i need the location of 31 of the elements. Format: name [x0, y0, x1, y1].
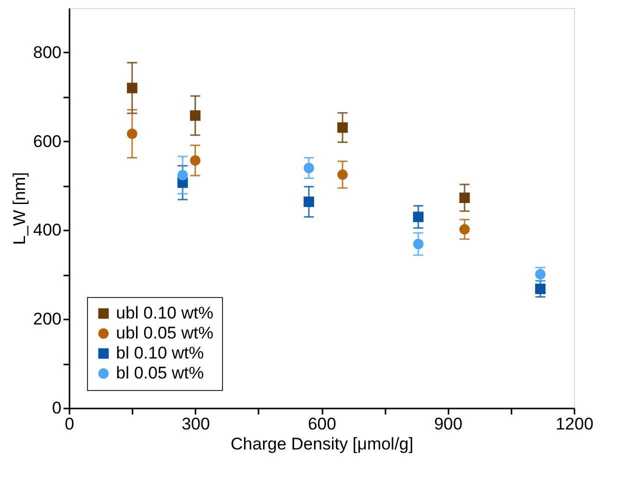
legend-label: ubl 0.05 wt% [116, 324, 214, 342]
y-tick-label: 200 [33, 310, 62, 329]
x-axis-title: Charge Density [μmol/g] [230, 434, 414, 454]
legend-label: ubl 0.10 wt% [116, 304, 214, 322]
point [413, 238, 424, 250]
y-tick-label: 600 [33, 132, 62, 151]
point [177, 170, 188, 180]
point [126, 128, 138, 140]
point [413, 212, 424, 222]
point [304, 162, 314, 174]
x-tick-label: 900 [434, 414, 462, 434]
y-axis-title: L_W [nm] [10, 172, 30, 245]
point [459, 192, 470, 204]
point [535, 268, 546, 280]
legend-label: bl 0.05 wt% [116, 364, 204, 382]
point [190, 155, 200, 166]
x-tick-label: 1200 [556, 414, 594, 434]
x-tick-label: 300 [182, 414, 210, 434]
y-tick-label: 800 [33, 42, 62, 62]
point [535, 284, 546, 294]
y-tick-label: 0 [52, 398, 62, 418]
x-tick-label: 0 [64, 414, 74, 434]
x-tick-label: 600 [308, 414, 336, 434]
point [190, 110, 200, 121]
point [337, 169, 348, 180]
point [459, 224, 470, 235]
legend-label: bl 0.10 wt% [116, 344, 204, 362]
point [126, 82, 138, 94]
y-tick-label: 400 [33, 220, 62, 240]
point [304, 196, 314, 208]
point [337, 122, 348, 133]
